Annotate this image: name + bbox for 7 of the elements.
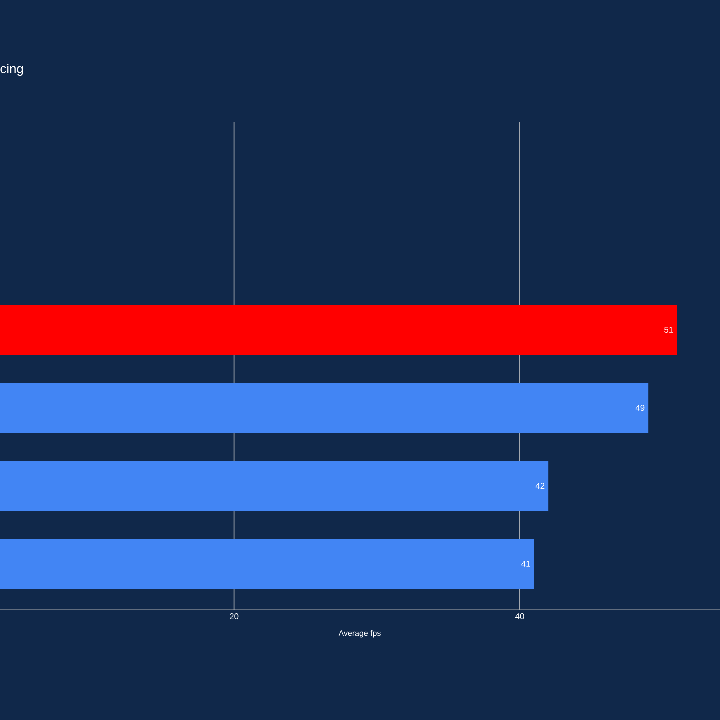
- data-label: 49: [636, 405, 645, 411]
- x-tick-label: 40: [515, 614, 524, 620]
- data-label: 41: [522, 561, 530, 567]
- data-label: 42: [536, 483, 545, 489]
- chart-title: cing: [0, 64, 24, 76]
- data-label: 51: [664, 327, 674, 333]
- x-tick-label: 20: [230, 614, 239, 620]
